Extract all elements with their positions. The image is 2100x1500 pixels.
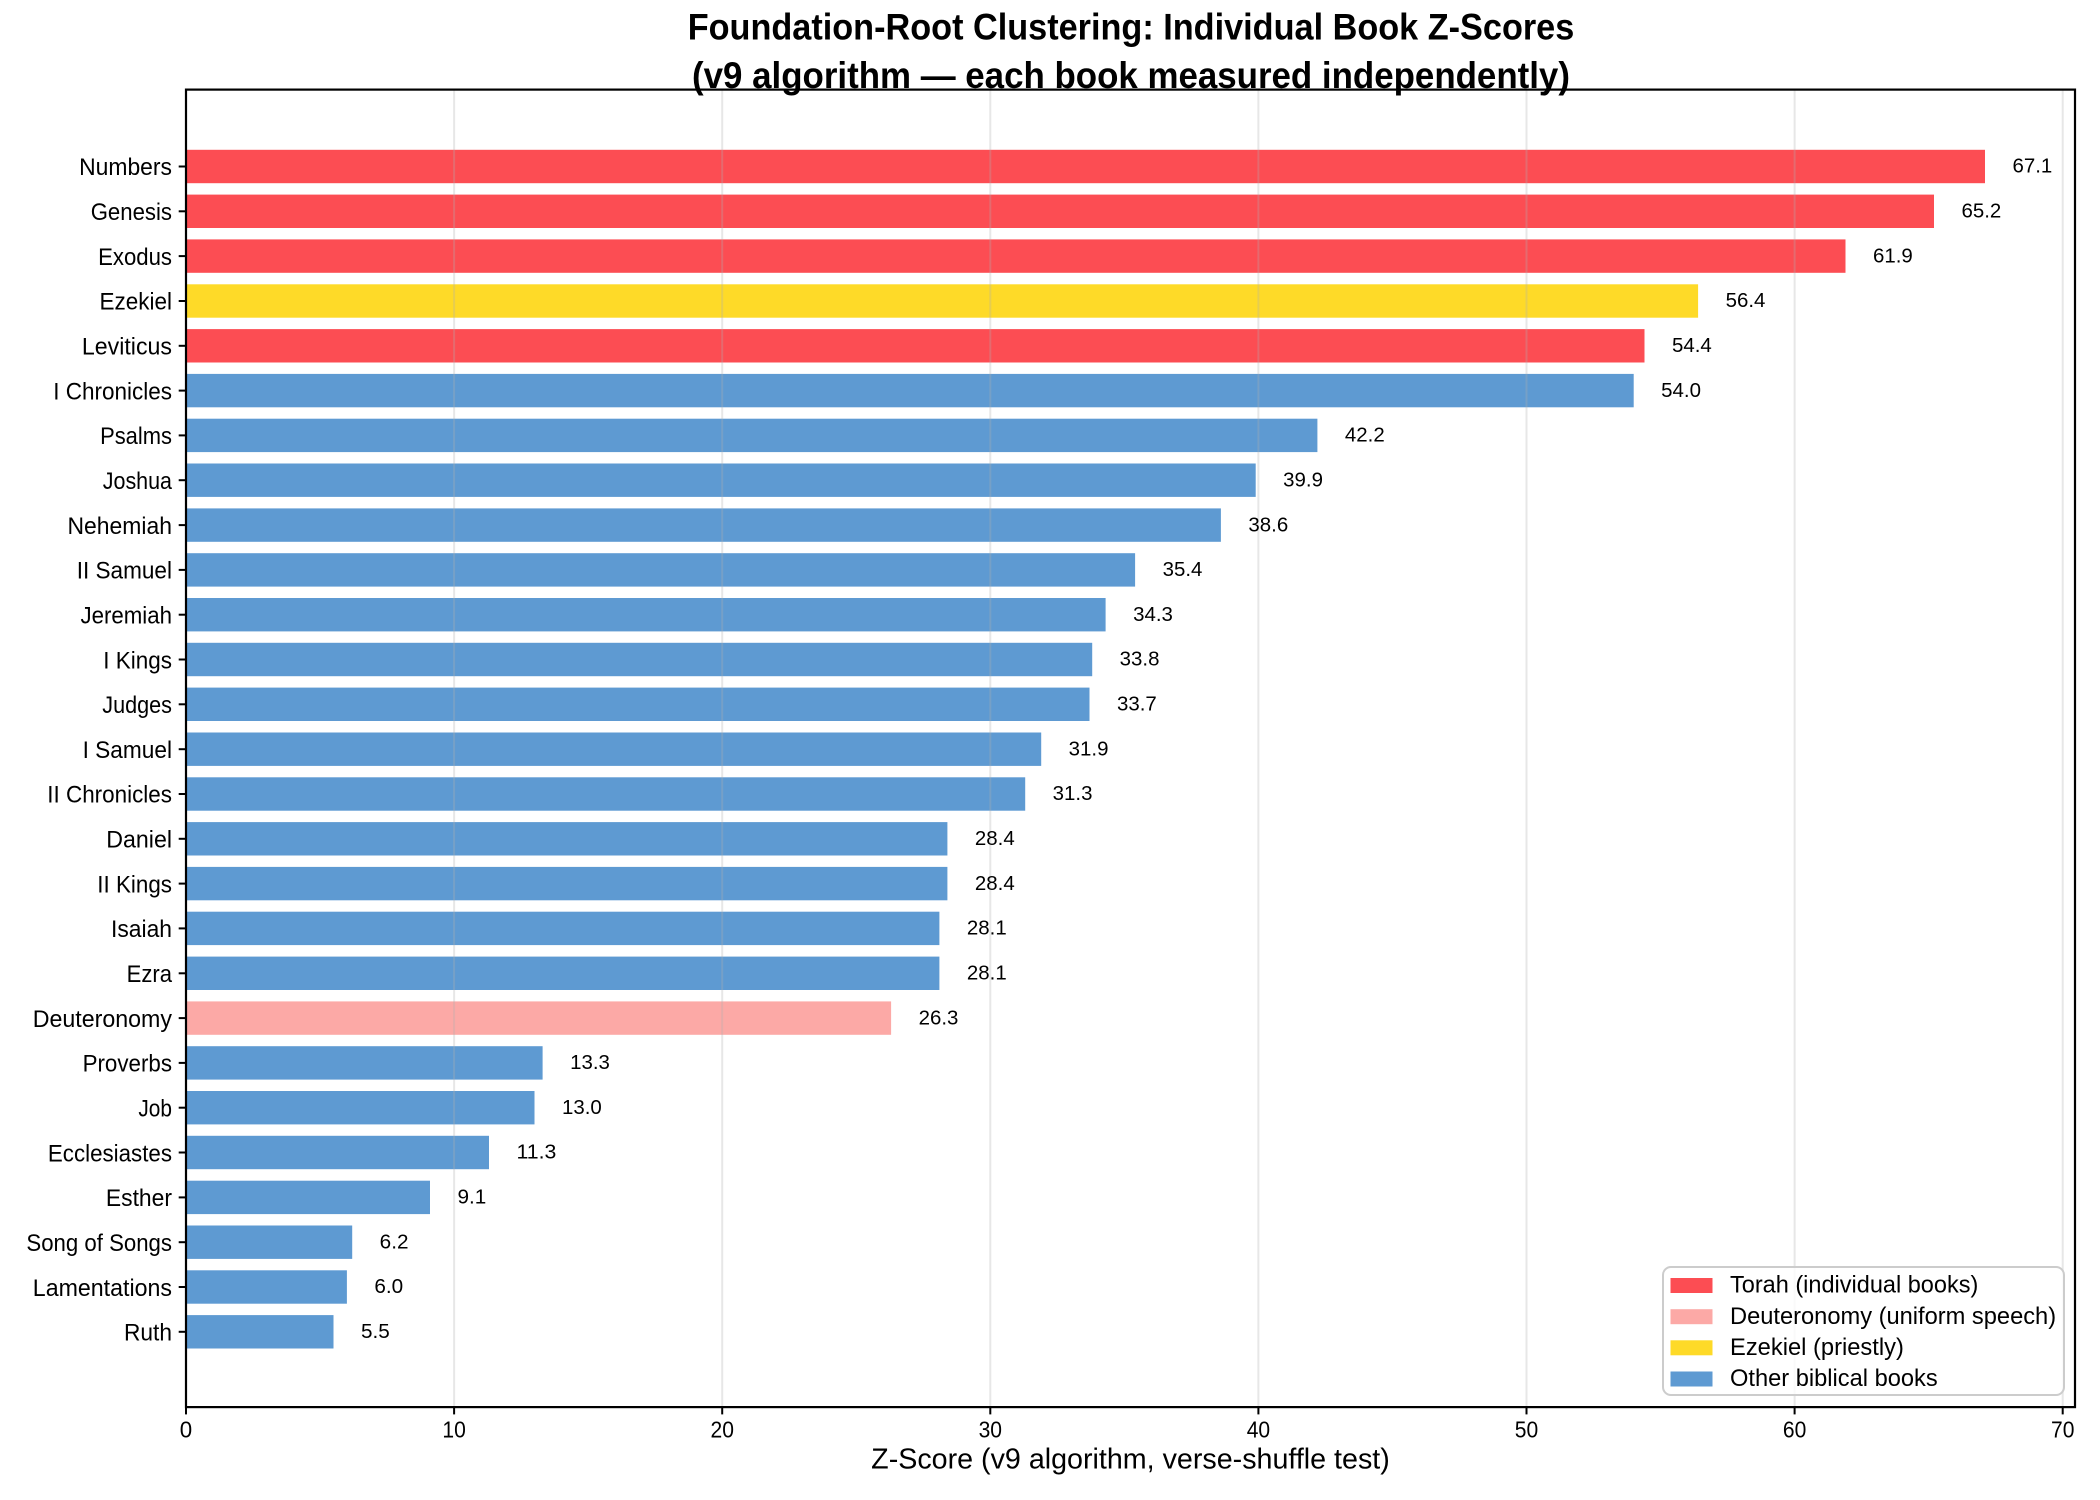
svg-text:31.3: 31.3 <box>1053 783 1093 805</box>
svg-text:60: 60 <box>1783 1416 1806 1442</box>
svg-text:Ezekiel (priestly): Ezekiel (priestly) <box>1730 1334 1904 1361</box>
svg-text:II Kings: II Kings <box>97 871 172 898</box>
svg-text:54.4: 54.4 <box>1672 335 1712 357</box>
svg-text:38.6: 38.6 <box>1248 514 1288 536</box>
svg-text:Isaiah: Isaiah <box>111 916 172 943</box>
svg-text:Joshua: Joshua <box>103 468 173 495</box>
svg-text:42.2: 42.2 <box>1345 425 1385 447</box>
svg-text:40: 40 <box>1247 1416 1270 1442</box>
svg-text:Deuteronomy: Deuteronomy <box>33 1006 173 1033</box>
svg-text:5.5: 5.5 <box>361 1321 390 1343</box>
svg-text:65.2: 65.2 <box>1962 201 2002 223</box>
svg-text:28.1: 28.1 <box>967 918 1007 940</box>
svg-text:10: 10 <box>442 1416 465 1442</box>
svg-text:II Samuel: II Samuel <box>77 558 172 585</box>
svg-text:Daniel: Daniel <box>106 827 172 854</box>
svg-text:Song of Songs: Song of Songs <box>26 1230 172 1257</box>
svg-text:26.3: 26.3 <box>919 1007 959 1029</box>
svg-text:0: 0 <box>180 1416 192 1442</box>
svg-text:6.2: 6.2 <box>380 1231 409 1253</box>
svg-text:13.0: 13.0 <box>562 1097 602 1119</box>
svg-text:28.4: 28.4 <box>975 828 1015 850</box>
svg-text:I Samuel: I Samuel <box>83 737 172 764</box>
svg-text:28.4: 28.4 <box>975 873 1015 895</box>
svg-text:Leviticus: Leviticus <box>82 334 172 361</box>
svg-text:Deuteronomy (uniform speech): Deuteronomy (uniform speech) <box>1730 1303 2056 1330</box>
svg-text:33.8: 33.8 <box>1120 649 1160 671</box>
svg-text:Nehemiah: Nehemiah <box>68 513 173 540</box>
svg-text:61.9: 61.9 <box>1873 245 1913 267</box>
svg-text:I Kings: I Kings <box>103 647 172 674</box>
svg-text:34.3: 34.3 <box>1133 604 1173 626</box>
svg-text:Numbers: Numbers <box>79 154 172 181</box>
svg-text:II Chronicles: II Chronicles <box>47 782 172 809</box>
svg-text:Ezra: Ezra <box>127 961 173 988</box>
svg-text:Esther: Esther <box>106 1185 172 1212</box>
svg-text:20: 20 <box>711 1416 734 1442</box>
svg-text:Foundation-Root Clustering: In: Foundation-Root Clustering: Individual B… <box>688 6 1575 47</box>
svg-text:Torah (individual books): Torah (individual books) <box>1730 1272 1978 1299</box>
svg-text:9.1: 9.1 <box>458 1187 487 1209</box>
svg-text:Other biblical books: Other biblical books <box>1730 1365 1938 1392</box>
svg-text:Ruth: Ruth <box>124 1320 172 1347</box>
svg-text:Z-Score (v9 algorithm, verse-s: Z-Score (v9 algorithm, verse-shuffle tes… <box>871 1444 1390 1476</box>
svg-text:70: 70 <box>2051 1416 2074 1442</box>
svg-text:Proverbs: Proverbs <box>83 1051 172 1078</box>
svg-text:56.4: 56.4 <box>1726 290 1766 312</box>
svg-text:13.3: 13.3 <box>570 1052 610 1074</box>
svg-text:50: 50 <box>1515 1416 1538 1442</box>
svg-text:Genesis: Genesis <box>91 199 172 226</box>
svg-text:6.0: 6.0 <box>374 1276 403 1298</box>
svg-text:Judges: Judges <box>102 692 172 719</box>
svg-text:Jeremiah: Jeremiah <box>81 603 173 630</box>
svg-text:39.9: 39.9 <box>1283 469 1323 491</box>
svg-text:Lamentations: Lamentations <box>33 1275 172 1302</box>
svg-text:54.0: 54.0 <box>1661 380 1701 402</box>
svg-text:11.3: 11.3 <box>517 1142 557 1164</box>
svg-text:31.9: 31.9 <box>1069 738 1109 760</box>
svg-text:Job: Job <box>138 1096 172 1123</box>
svg-text:I Chronicles: I Chronicles <box>53 378 172 405</box>
svg-text:30: 30 <box>979 1416 1002 1442</box>
svg-text:Psalms: Psalms <box>100 423 172 450</box>
svg-text:Ecclesiastes: Ecclesiastes <box>48 1140 172 1167</box>
svg-text:67.1: 67.1 <box>2013 156 2053 178</box>
svg-text:Ezekiel: Ezekiel <box>100 289 173 316</box>
svg-text:(v9 algorithm — each book meas: (v9 algorithm — each book measured indep… <box>692 55 1570 96</box>
svg-text:33.7: 33.7 <box>1117 694 1157 716</box>
svg-text:Exodus: Exodus <box>98 244 172 271</box>
svg-text:28.1: 28.1 <box>967 963 1007 985</box>
svg-text:35.4: 35.4 <box>1163 559 1203 581</box>
